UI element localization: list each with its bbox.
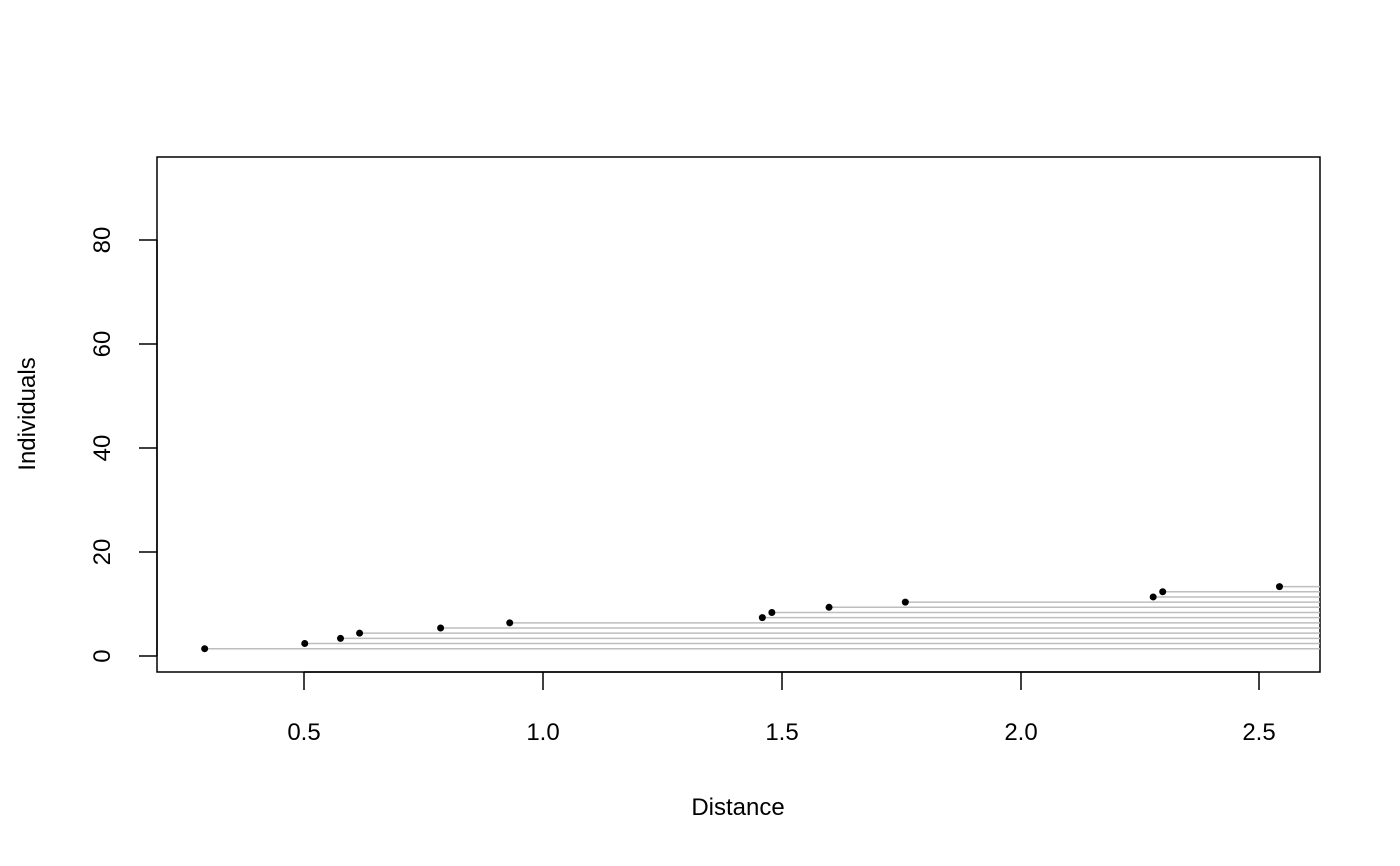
data-point-7 [758,614,766,622]
data-point-13 [1275,583,1283,591]
y-tick-label: 80 [89,227,116,254]
data-point-5 [437,624,445,632]
y-axis-ticks: 0 20 40 60 80 [89,227,157,663]
y-axis-title: Individuals [14,357,41,470]
data-point-12 [1159,588,1167,596]
data-point-4 [356,629,364,637]
x-tick-label: 2.5 [1242,719,1275,746]
data-point-10 [901,598,909,606]
y-tick-label: 40 [89,435,116,462]
x-tick-label: 1.0 [526,719,559,746]
data-point-6 [506,619,514,627]
x-tick-label: 0.5 [287,719,320,746]
series-points [201,583,1283,653]
x-tick-label: 2.0 [1004,719,1037,746]
y-tick-label: 0 [89,649,116,662]
x-axis-ticks: 0.5 1.0 1.5 2.0 2.5 [287,672,1276,746]
x-axis-title: Distance [691,794,784,821]
y-tick-label: 60 [89,331,116,358]
plot-frame [156,156,1321,673]
data-point-9 [825,603,833,611]
data-point-11 [1149,593,1157,601]
data-point-2 [301,640,309,648]
series-lines [204,585,1320,650]
y-tick-label: 20 [89,539,116,566]
data-point-3 [337,634,345,642]
data-point-8 [768,608,776,616]
data-point-1 [201,645,209,653]
x-tick-label: 1.5 [765,719,798,746]
